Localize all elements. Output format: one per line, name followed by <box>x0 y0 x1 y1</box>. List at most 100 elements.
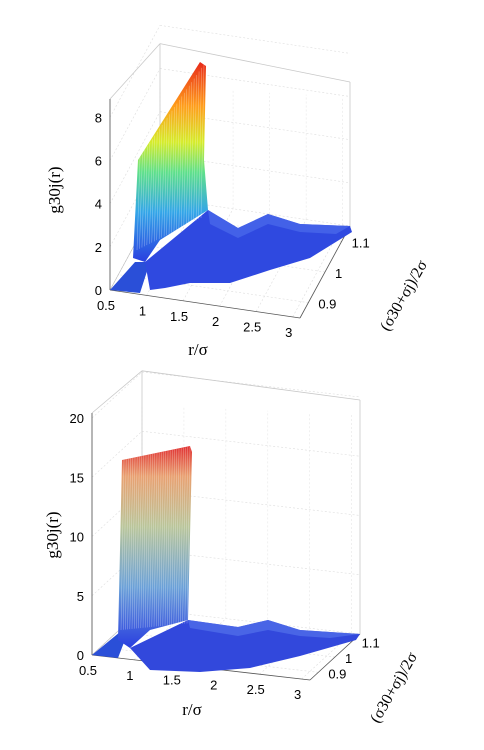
mesh-line <box>131 457 136 629</box>
grid-line <box>91 431 143 478</box>
mesh-line <box>195 71 200 221</box>
r-tick-label: 1.5 <box>170 309 188 324</box>
mesh-line <box>180 447 184 625</box>
mesh-line <box>185 85 190 226</box>
mesh-line <box>166 114 170 236</box>
mesh-line <box>200 64 205 219</box>
mesh-line <box>178 96 183 230</box>
mesh-line <box>186 446 191 624</box>
depth-axis-label: (σ30+σj)/2σ <box>377 257 431 334</box>
mesh-line <box>160 451 164 627</box>
vertical-axis-label: g30j(r) <box>45 166 64 213</box>
depth-tick-label: 1.1 <box>352 235 370 250</box>
surface-tail-highlight <box>188 620 360 638</box>
mesh-line <box>144 454 149 628</box>
mesh-line <box>162 451 167 626</box>
mesh-line <box>147 454 151 628</box>
mesh-line <box>173 103 178 232</box>
r-axis-ticks: 0.5 1 1.5 2 2.5 3 <box>79 663 301 702</box>
mesh-line <box>136 157 141 251</box>
vertical-tick-label: 0 <box>77 648 84 663</box>
mesh-line <box>164 450 169 626</box>
mesh-line <box>144 146 148 247</box>
mesh-line <box>149 453 153 628</box>
vertical-axis-ticks: 0 2 4 6 8 <box>95 110 102 298</box>
depth-tick-label: 0.9 <box>318 297 336 312</box>
depth-tick-label: 1.1 <box>362 636 380 651</box>
r-tick-label: 3 <box>294 687 301 702</box>
mesh-line <box>171 449 175 625</box>
mesh-line <box>149 139 153 244</box>
surface-floor-sliver <box>110 262 150 293</box>
grid-line <box>159 25 351 54</box>
mesh-line <box>168 110 173 235</box>
grid-line <box>292 224 343 318</box>
surface-plot-top: 0 2 4 6 8 0.5 1 1.5 2 2.5 3 0.9 1 1.1 g30j(r) r/σ (… <box>45 25 431 359</box>
mesh-line <box>158 124 163 239</box>
vertical-axis-ticks: 0 5 10 15 20 <box>70 411 84 663</box>
surface-mesh-lines <box>120 446 191 631</box>
mesh-line <box>127 458 131 630</box>
depth-axis-ticks: 0.9 1 1.1 <box>318 235 369 311</box>
grid-line <box>141 430 361 457</box>
mesh-line <box>188 82 192 225</box>
r-tick-label: 0.5 <box>79 663 97 678</box>
grid-line <box>91 371 143 419</box>
vertical-tick-label: 2 <box>95 240 102 255</box>
mesh-line <box>146 142 151 246</box>
mesh-line <box>138 456 142 629</box>
grid-line <box>159 68 351 97</box>
top-edge <box>159 43 351 83</box>
mesh-line <box>151 453 156 627</box>
mesh-line <box>151 135 156 243</box>
vertical-tick-label: 15 <box>70 470 84 485</box>
depth-axis-line <box>299 225 351 319</box>
r-tick-label: 3 <box>285 325 292 340</box>
surface-peak-wall <box>118 446 192 648</box>
surface-tail-highlight <box>208 210 350 238</box>
mesh-line <box>133 456 138 629</box>
mesh-line <box>129 457 134 630</box>
grid-line <box>109 154 161 247</box>
r-axis-label: r/σ <box>188 340 208 359</box>
grid-line <box>109 68 161 161</box>
r-tick-label: 0.5 <box>97 298 115 313</box>
top-edge <box>141 370 361 401</box>
mesh-line <box>177 448 182 625</box>
mesh-line <box>155 452 160 627</box>
mesh-line <box>156 128 160 241</box>
mesh-line <box>140 455 145 629</box>
grid-line <box>109 111 161 204</box>
grid-line <box>141 371 361 398</box>
r-tick-label: 1.5 <box>163 673 181 688</box>
r-tick-label: 1 <box>126 668 133 683</box>
mesh-line <box>175 448 180 625</box>
depth-axis-label: (σ30+σj)/2σ <box>367 649 421 726</box>
mesh-line <box>120 459 125 631</box>
vertical-tick-label: 10 <box>70 530 84 545</box>
surface-peak-wall <box>133 62 208 262</box>
r-tick-label: 2 <box>212 314 219 329</box>
mesh-line <box>158 452 162 627</box>
vertical-tick-label: 4 <box>95 197 102 212</box>
r-tick-label: 2.5 <box>247 682 265 697</box>
r-tick-label: 1 <box>139 303 146 318</box>
top-edge <box>91 370 143 414</box>
mesh-line <box>125 458 129 630</box>
depth-tick-label: 1 <box>345 651 352 666</box>
mesh-line <box>173 449 178 625</box>
mesh-line <box>193 75 197 222</box>
mesh-line <box>181 92 185 228</box>
mesh-line <box>142 455 147 628</box>
r-tick-label: 2.5 <box>243 320 261 335</box>
mesh-line <box>141 149 146 248</box>
mesh-line <box>176 99 180 231</box>
surface-mesh-lines <box>136 64 205 251</box>
mesh-line <box>184 446 189 624</box>
mesh-line <box>169 449 173 626</box>
top-edge <box>109 43 161 100</box>
vertical-tick-label: 5 <box>77 589 84 604</box>
mesh-line <box>163 117 168 237</box>
